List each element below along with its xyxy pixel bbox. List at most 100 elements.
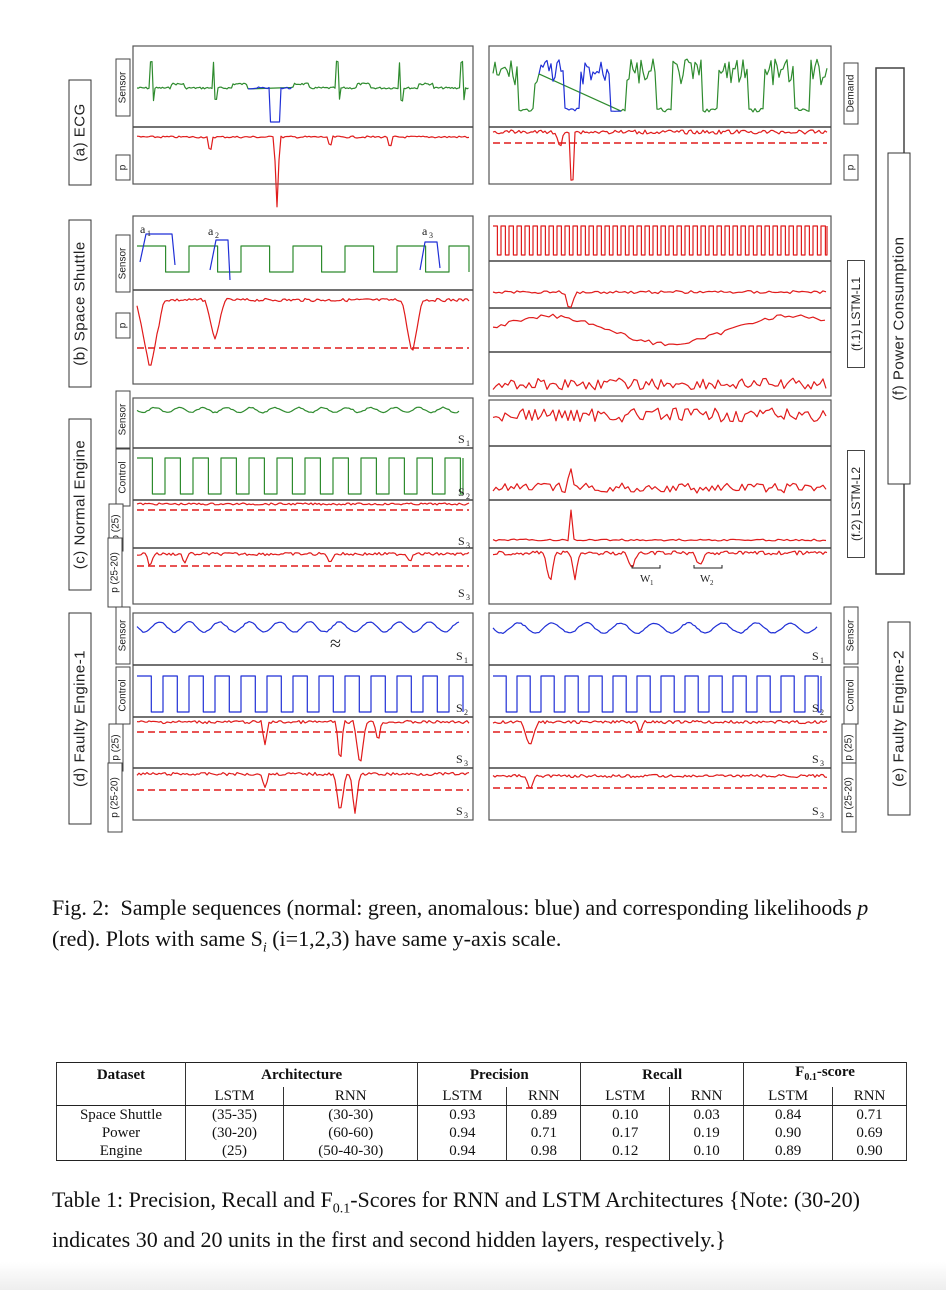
faulty2-s3-b: S	[812, 804, 819, 818]
table-row: Power (30-20) (60-60) 0.94 0.71 0.17 0.1…	[56, 1124, 907, 1142]
cell: (60-60)	[283, 1124, 419, 1142]
side-label-faulty2-sensor: Sensor	[843, 606, 859, 665]
th-empty	[56, 1087, 186, 1106]
shuttle-frame	[132, 215, 474, 385]
lstm-l2-frame	[488, 399, 832, 605]
shuttle-a1-label: a	[140, 222, 146, 236]
cell-dataset: Space Shuttle	[56, 1105, 186, 1124]
lstm-l1-unit-2	[492, 290, 827, 308]
table-row: Space Shuttle (35-35) (30-30) 0.93 0.89 …	[56, 1105, 907, 1124]
faulty2-s3-a: S	[812, 752, 819, 766]
th-sub: RNN	[832, 1087, 907, 1106]
label-lstm-l2: (f.2) LSTM-L2	[847, 450, 865, 558]
shuttle-a2-sub: 2	[215, 231, 219, 240]
figure-caption-prefix: Fig. 2:	[52, 895, 110, 920]
cell: 0.69	[832, 1124, 907, 1142]
side-label-ecg-sensor: Sensor	[115, 58, 131, 117]
th-sub: LSTM	[184, 1087, 285, 1106]
side-label-power-demand: Demand	[843, 62, 859, 125]
cell: (25)	[184, 1142, 285, 1161]
shuttle-a1-sub: 1	[147, 229, 151, 238]
faulty2-s3b-sub: 3	[820, 811, 824, 820]
side-label-faulty1-sensor: Sensor	[115, 606, 131, 665]
th-fscore-rest: -score	[816, 1064, 855, 1080]
faulty1-s3-a: S	[456, 752, 463, 766]
cell: (30-30)	[283, 1105, 419, 1124]
power-demand-normal	[492, 58, 828, 113]
faulty1-s2: S	[456, 701, 463, 715]
th-sub: RNN	[669, 1087, 745, 1106]
window-w1-bracket	[631, 565, 661, 569]
window-w1: W	[640, 573, 651, 585]
th-sub: RNN	[506, 1087, 582, 1106]
label-lstm-l1: (f.1) LSTM-L1	[847, 260, 865, 368]
faulty1-s1: S	[456, 649, 463, 663]
shuttle-a3-label: a	[422, 224, 428, 238]
normal-s3-a: S	[458, 534, 465, 548]
th-fscore-main: F	[795, 1064, 805, 1080]
table-caption-prefix: Table 1:	[52, 1187, 124, 1212]
shuttle-a3-sub: 3	[429, 231, 433, 240]
cell: 0.71	[506, 1124, 582, 1142]
figure-plots: a 1 a 2 a 3S 1S 2S 3S 3≈S 1S 2S 3S 3W 1 W 2S 1S 2S 3S 3	[132, 45, 905, 821]
cell: 0.93	[417, 1105, 508, 1124]
normal-s2-sub: 2	[466, 492, 470, 501]
label-ecg: (a) ECG	[68, 79, 92, 186]
side-label-power-p: p	[843, 154, 859, 181]
figure-caption-p: p	[857, 895, 869, 920]
table-caption-text-2: -Scores for RNN and LSTM Architectures {…	[52, 1187, 860, 1253]
cell: 0.94	[417, 1124, 508, 1142]
figure-caption-sub: i	[262, 940, 267, 956]
normal-s1-sub: 1	[466, 439, 470, 448]
faulty2-s3a-sub: 3	[820, 759, 824, 768]
cell: 0.10	[580, 1105, 671, 1124]
window-w1-sub: 1	[650, 579, 654, 587]
shuttle-a2-label: a	[208, 224, 214, 238]
th-sub: LSTM	[743, 1087, 834, 1106]
th-fscore: F0.1-score	[743, 1062, 907, 1087]
label-faulty-engine-1: (d) Faulty Engine-1	[68, 612, 92, 825]
normal-s3b-sub: 3	[466, 593, 470, 602]
th-sub: RNN	[283, 1087, 419, 1106]
cell-dataset: Power	[56, 1124, 186, 1142]
figure-caption-text: Sample sequences (normal: green, anomalo…	[120, 895, 858, 920]
side-label-ecg-p: p	[115, 154, 131, 181]
faulty2-sensor	[492, 621, 818, 634]
lstm-l2-unit-2	[492, 468, 827, 494]
side-label-normal-sensor: Sensor	[115, 390, 131, 449]
faulty1-p2520	[136, 771, 470, 814]
window-w2: W	[700, 573, 711, 585]
table-caption-text: Precision, Recall and F	[123, 1187, 333, 1212]
ecg-frame	[132, 45, 474, 185]
figure-2: a 1 a 2 a 3 S 1 S 2 S 3 S 3 ≈ S 1 S 2 S 3 S 3 W 1 W 2 S 1 S 2 S 3 S 3 (a) …	[68, 45, 911, 833]
shuttle-likelihood	[136, 297, 470, 366]
cell-dataset: Engine	[56, 1142, 186, 1161]
faulty1-s2-sub: 2	[464, 708, 468, 717]
lstm-l1-frame	[488, 215, 832, 397]
cell: 0.12	[580, 1142, 671, 1161]
normal-control	[137, 457, 464, 495]
faulty1-s3-b: S	[456, 804, 463, 818]
cell: 0.03	[669, 1105, 745, 1124]
th-dataset: Dataset	[56, 1062, 186, 1087]
side-label-normal-p2520: p (25-20)	[107, 537, 123, 608]
shuttle-sensor	[137, 245, 470, 273]
power-likelihood	[492, 129, 828, 181]
normal-s2: S	[458, 485, 465, 499]
side-label-faulty2-control: Control	[843, 666, 859, 725]
label-space-shuttle: (b) Space Shuttle	[68, 219, 92, 388]
faulty1-sensor	[136, 621, 460, 634]
side-label-faulty1-control: Control	[115, 666, 131, 725]
faulty2-s2: S	[812, 701, 819, 715]
cell: 0.90	[832, 1142, 907, 1161]
figure-caption-text-3: (i=1,2,3) have same y-axis scale.	[266, 926, 562, 951]
label-faulty-engine-2: (e) Faulty Engine-2	[887, 621, 911, 816]
lstm-l1-unit-3	[492, 313, 826, 347]
ecg-sensor-normal	[136, 60, 469, 102]
faulty1-p25	[136, 719, 470, 762]
side-label-shuttle-sensor: Sensor	[115, 234, 131, 293]
figure-caption-text-2: (red). Plots with same S	[52, 926, 263, 951]
label-normal-engine: (c) Normal Engine	[68, 418, 92, 591]
faulty1-s1-sub: 1	[464, 656, 468, 665]
shuttle-anomaly-a1	[139, 233, 176, 266]
